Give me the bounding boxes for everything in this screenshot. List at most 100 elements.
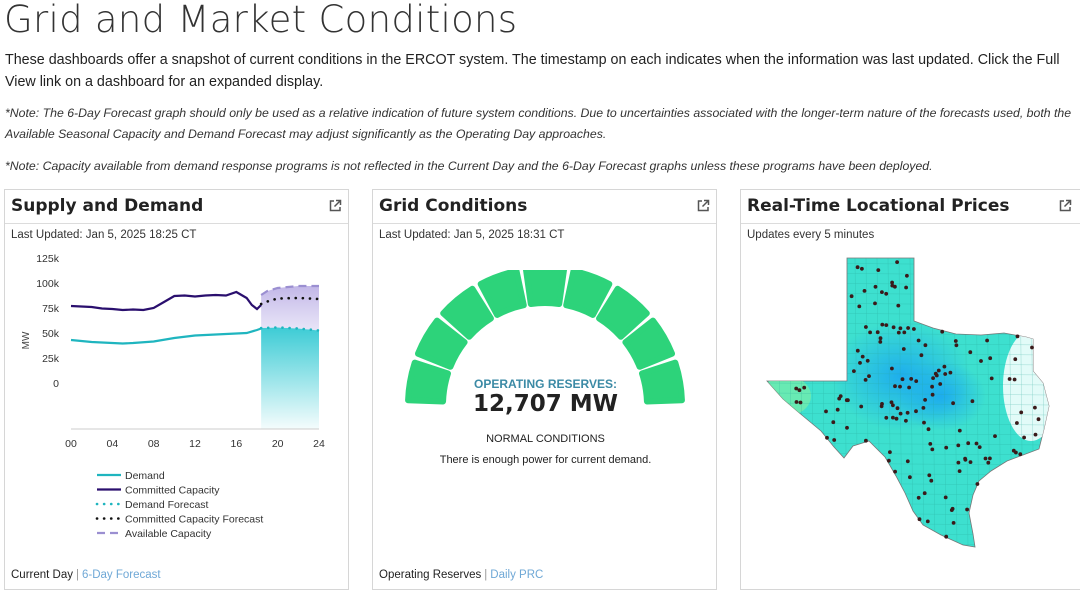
gauge-segment (622, 317, 676, 370)
price-node (855, 348, 860, 353)
county-line (767, 392, 1049, 396)
price-node (954, 343, 959, 348)
price-node (989, 376, 994, 381)
y-tick-label: 100k (36, 278, 60, 290)
price-node (864, 438, 868, 443)
gauge-segment (405, 359, 451, 405)
x-tick-label: 24 (313, 438, 325, 450)
price-node (965, 507, 969, 512)
price-node (895, 260, 899, 264)
price-node (953, 339, 958, 343)
price-node (970, 399, 975, 404)
external-link-icon[interactable] (328, 199, 342, 213)
six-day-forecast-link[interactable]: 6-Day Forecast (82, 569, 161, 581)
price-node (957, 469, 962, 473)
x-tick-label: 00 (65, 438, 77, 450)
price-node (968, 460, 973, 464)
price-node (824, 409, 828, 414)
price-node (873, 301, 877, 306)
price-node (931, 376, 935, 380)
price-node (857, 304, 862, 309)
price-node (852, 369, 856, 373)
price-node (907, 385, 911, 390)
price-node (898, 326, 903, 331)
x-tick-label: 20 (272, 438, 284, 450)
price-node (865, 358, 870, 363)
legend-label: Demand Forecast (125, 499, 209, 511)
price-node (942, 364, 947, 369)
price-node (968, 350, 973, 355)
county-line (777, 258, 782, 547)
texas-price-map[interactable] (741, 250, 1080, 550)
price-node (890, 280, 894, 285)
external-link-icon[interactable] (696, 199, 710, 213)
price-node (896, 303, 901, 308)
price-node (923, 398, 927, 402)
price-node (906, 326, 910, 330)
price-node (864, 325, 868, 329)
price-node (890, 366, 894, 371)
county-line (767, 532, 1049, 536)
grid-status: NORMAL CONDITIONS (486, 433, 605, 445)
price-node (1036, 417, 1041, 422)
card-footer: Operating Reserves | Daily PRC (379, 569, 544, 581)
price-node (902, 330, 907, 335)
price-node (956, 443, 961, 448)
legend-label: Committed Capacity (125, 485, 220, 497)
county-line (767, 258, 771, 547)
price-node (979, 359, 983, 363)
operating-reserves-tab[interactable]: Operating Reserves (379, 569, 482, 581)
price-node (878, 336, 883, 341)
price-node (891, 325, 896, 330)
price-node (890, 283, 895, 288)
external-link-icon[interactable] (1058, 199, 1072, 213)
price-node (993, 434, 997, 438)
price-node (925, 519, 930, 524)
card-header: Real-Time Locational Prices (741, 190, 1080, 224)
supply-demand-card: Supply and Demand Last Updated: Jan 5, 2… (4, 189, 349, 590)
forecast-note: *Note: The 6-Day Forecast graph should o… (5, 106, 1072, 141)
x-tick-label: 08 (148, 438, 160, 450)
price-node (943, 495, 948, 500)
price-node (975, 482, 980, 486)
price-node (845, 425, 849, 430)
price-node (878, 340, 883, 344)
current-day-tab[interactable]: Current Day (11, 569, 73, 581)
price-node (921, 406, 926, 410)
y-tick-label: 75k (42, 303, 60, 315)
price-node (926, 427, 931, 432)
price-node (943, 372, 948, 376)
price-node (875, 330, 880, 335)
price-node (930, 392, 935, 397)
price-node (938, 382, 943, 386)
price-node (891, 415, 895, 420)
price-node (948, 370, 953, 375)
price-node (923, 343, 928, 348)
y-tick-label: 0 (53, 378, 59, 390)
card-title: Grid Conditions (379, 196, 528, 216)
price-node (951, 521, 956, 525)
price-node (904, 285, 908, 290)
price-node (1018, 452, 1023, 457)
price-node (894, 416, 899, 421)
legend-label: Demand (125, 470, 165, 482)
price-node (831, 420, 836, 425)
county-line (767, 382, 1049, 386)
series-demand-forecast (259, 326, 321, 332)
daily-prc-link[interactable]: Daily PRC (490, 569, 544, 581)
price-node (898, 411, 903, 416)
reserves-label: OPERATING RESERVES: (474, 377, 617, 391)
y-tick-label: 125k (36, 253, 60, 265)
locational-prices-card: Real-Time Locational Prices Updates ever… (740, 189, 1080, 590)
card-header: Supply and Demand (5, 190, 348, 224)
price-node (988, 456, 992, 461)
price-node (889, 400, 894, 405)
last-updated: Last Updated: Jan 5, 2025 18:31 CT (379, 229, 565, 241)
price-node (949, 508, 954, 512)
demand-forecast-area (261, 327, 319, 429)
price-node (900, 377, 905, 382)
last-updated: Last Updated: Jan 5, 2025 18:25 CT (11, 229, 197, 241)
price-node (884, 415, 889, 420)
county-line (767, 522, 1049, 526)
price-node (880, 322, 885, 327)
